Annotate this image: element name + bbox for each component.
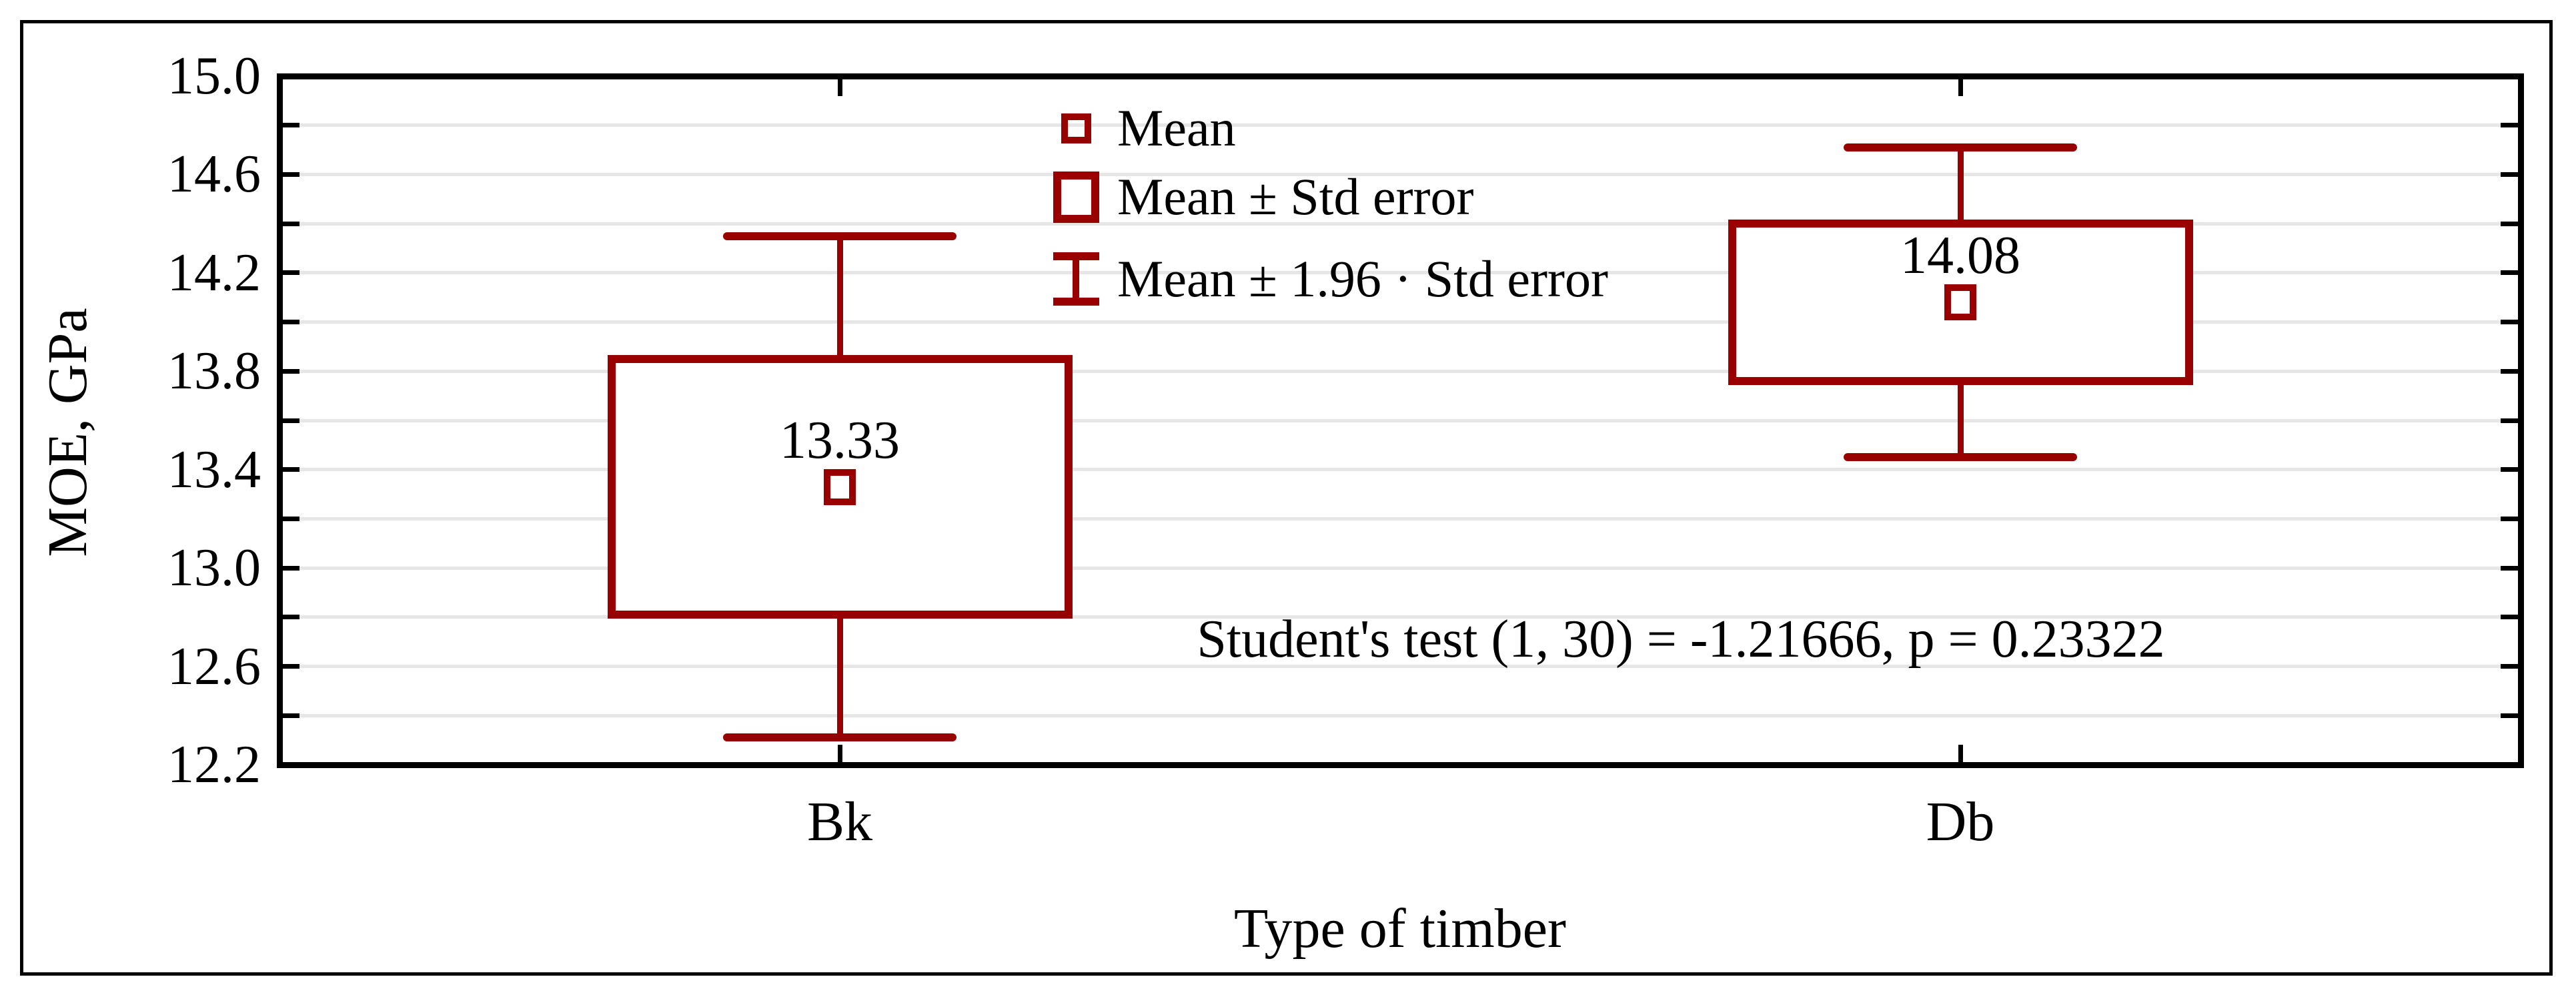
x-tick-bottom: [837, 745, 842, 762]
whisker-top-cap: [1844, 143, 2077, 151]
y-tick-left: [282, 565, 299, 571]
gridline: [283, 123, 2517, 127]
gridline: [283, 468, 2517, 472]
gridline: [283, 369, 2517, 373]
legend-item-196-std-error: Mean ± 1.96 · Std error: [1044, 246, 1608, 312]
y-tick-right: [2501, 713, 2518, 718]
y-axis-title: MOE, GPa: [37, 308, 99, 557]
y-tick-left: [282, 221, 299, 226]
legend-label-mean: Mean: [1117, 99, 1236, 157]
mean-marker: [824, 468, 856, 505]
legend-item-std-error: Mean ± Std error: [1044, 163, 1474, 230]
y-tick-right: [2501, 516, 2518, 521]
plot-frame: [276, 73, 2524, 768]
y-tick-right: [2501, 664, 2518, 669]
y-tick-left: [282, 467, 299, 472]
mean-value-label: 13.33: [780, 410, 900, 470]
legend-label-196-std-error: Mean ± 1.96 · Std error: [1117, 250, 1608, 308]
y-tick-right: [2501, 615, 2518, 620]
y-tick-right: [2501, 320, 2518, 325]
gridline: [283, 517, 2517, 521]
y-tick-right: [2501, 221, 2518, 226]
y-tick-right: [2501, 368, 2518, 374]
gridline: [283, 615, 2517, 619]
y-tick-right: [2501, 565, 2518, 571]
whisker-top-cap: [723, 232, 956, 240]
whisker-lower-stem: [1957, 381, 1964, 458]
gridline: [283, 222, 2517, 226]
y-tick-left: [282, 270, 299, 276]
x-category-label: Db: [1926, 791, 1995, 853]
y-tick-left: [282, 516, 299, 521]
y-tick-left: [282, 172, 299, 177]
gridline: [283, 418, 2517, 422]
figure-border: [20, 20, 2553, 976]
whisker-lower-stem: [836, 615, 843, 738]
gridline: [283, 713, 2517, 717]
y-tick-right: [2501, 123, 2518, 128]
gridline: [283, 566, 2517, 570]
y-tick-label: 12.6: [167, 637, 261, 696]
y-tick-label: 12.2: [167, 735, 261, 794]
x-tick-top: [1958, 79, 1963, 96]
y-tick-label: 13.4: [167, 440, 261, 499]
y-tick-left: [282, 123, 299, 128]
y-tick-label: 14.6: [167, 145, 261, 204]
y-tick-right: [2501, 172, 2518, 177]
gridline: [283, 172, 2517, 176]
y-tick-right: [2501, 467, 2518, 472]
y-tick-left: [282, 713, 299, 718]
statistics-annotation: Student's test (1, 30) = -1.21666, p = 0…: [1197, 610, 2165, 669]
std-error-box-icon: [1053, 171, 1099, 223]
mean-value-label: 14.08: [1900, 226, 2020, 286]
y-tick-left: [282, 320, 299, 325]
y-tick-label: 13.8: [167, 342, 261, 401]
x-tick-bottom: [1958, 745, 1963, 762]
y-tick-label: 15.0: [167, 47, 261, 105]
x-axis-title: Type of timber: [1234, 898, 1566, 960]
y-tick-left: [282, 615, 299, 620]
whisker-upper-stem: [1957, 147, 1964, 224]
legend-item-mean: Mean: [1044, 95, 1236, 161]
whisker-bottom-cap: [1844, 453, 2077, 462]
x-tick-top: [837, 79, 842, 96]
gridline: [283, 665, 2517, 669]
y-tick-label: 13.0: [167, 539, 261, 598]
y-tick-left: [282, 368, 299, 374]
gridline: [283, 320, 2517, 324]
y-tick-left: [282, 418, 299, 423]
y-tick-label: 14.2: [167, 243, 261, 302]
whisker-upper-stem: [836, 236, 843, 359]
legend-label-std-error: Mean ± Std error: [1117, 168, 1474, 226]
y-tick-right: [2501, 418, 2518, 423]
y-tick-left: [282, 664, 299, 669]
x-category-label: Bk: [806, 791, 873, 853]
whisker-icon: [1053, 252, 1099, 306]
gridline: [283, 271, 2517, 275]
mean-marker: [1944, 284, 1976, 321]
mean-square-icon: [1061, 113, 1091, 143]
y-tick-right: [2501, 270, 2518, 276]
whisker-bottom-cap: [723, 733, 956, 742]
